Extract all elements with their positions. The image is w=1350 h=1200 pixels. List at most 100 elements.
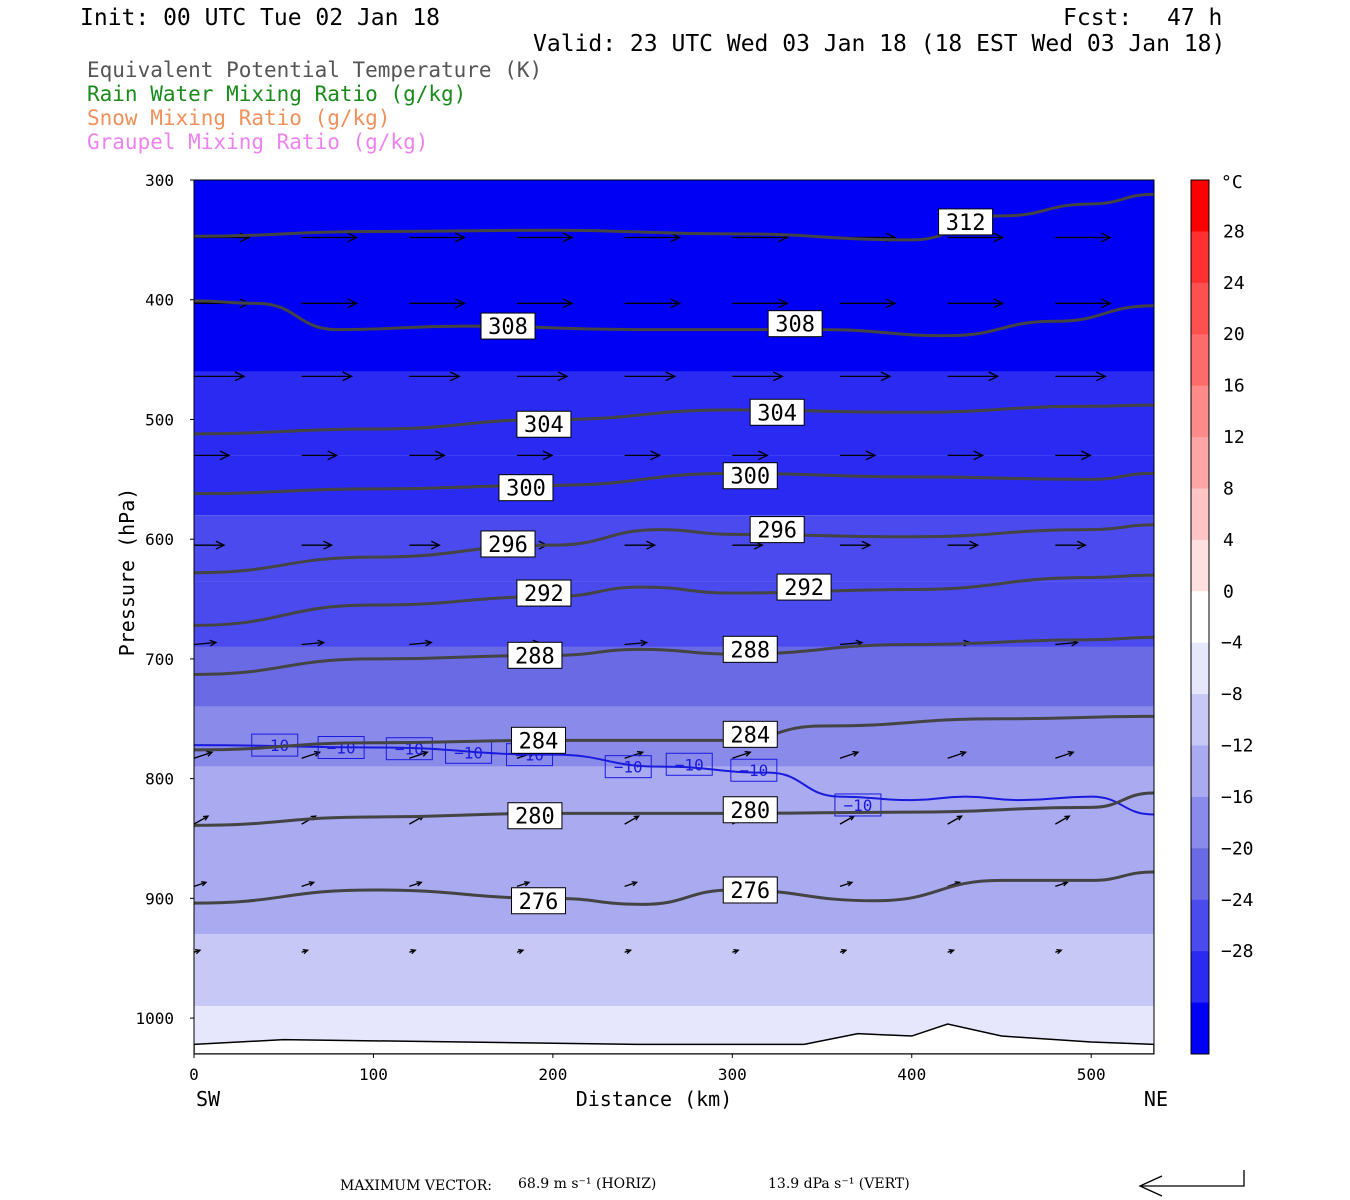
x-axis-title: Distance (km) [576, 1087, 733, 1111]
wind-vector [301, 751, 320, 759]
contour-label-box [516, 579, 572, 607]
isotherm-label-box [665, 752, 713, 776]
contour-label-308: 308 [488, 315, 528, 340]
plot-frame [193, 179, 1155, 1055]
wind-vector-head [234, 371, 246, 382]
contour-label-box [498, 474, 554, 502]
x-tick-label: 0 [189, 1065, 199, 1084]
wind-vector [193, 881, 207, 888]
wind-vector [839, 751, 859, 759]
wind-vector [732, 751, 751, 759]
colorbar-label: −4 [1221, 633, 1243, 654]
y-tick-label: 700 [145, 650, 174, 669]
wind-vector-head [517, 948, 525, 955]
wind-vector-head [523, 881, 531, 887]
wind-vector-head [313, 750, 322, 757]
theta-e-contour-296 [194, 523, 1154, 575]
wind-vector-head [840, 948, 848, 955]
wind-vector [409, 641, 432, 646]
contour-label-280: 280 [515, 805, 555, 830]
y-tick-label: 800 [145, 770, 174, 789]
wind-vector-head [758, 450, 769, 461]
wind-vector [193, 815, 209, 825]
wind-vector-head [625, 948, 633, 955]
contour-label-box [938, 208, 994, 236]
colorbar-segment [1191, 848, 1209, 901]
contour-label-box [749, 398, 805, 426]
contour-label-box [511, 726, 567, 754]
wind-vector-head [308, 881, 316, 887]
colorbar-unit: °C [1221, 172, 1243, 193]
temperature-band-9 [194, 934, 1154, 1007]
wind-vector-head [865, 450, 877, 461]
isotherm-line [194, 744, 1154, 816]
contour-label-288: 288 [730, 638, 770, 663]
colorbar-label: 0 [1223, 581, 1234, 602]
x-tick-label: 300 [718, 1065, 747, 1084]
theta-e-contour-280 [194, 791, 1154, 827]
wind-vector [839, 641, 863, 646]
legend-graupel: Graupel Mixing Ratio (g/kg) [87, 130, 429, 154]
wind-vector-head [988, 371, 1000, 382]
colorbar-label: 24 [1223, 273, 1245, 294]
isotherm-label-box [834, 793, 882, 817]
legend-theta-e: Equivalent Potential Temperature (K) [87, 58, 543, 82]
contour-label-box [749, 516, 805, 544]
wind-vector-head [670, 298, 682, 309]
colorbar-label: −16 [1221, 787, 1254, 808]
colorbar-label: −24 [1221, 890, 1254, 911]
reference-vector-arrow [1140, 1170, 1245, 1187]
contour-label-300: 300 [506, 477, 546, 502]
wind-vector [1055, 641, 1078, 646]
y-tick-label: 600 [145, 530, 174, 549]
colorbar-label: 28 [1223, 221, 1245, 242]
colorbar-segment [1191, 796, 1209, 849]
valid-time: Valid: 23 UTC Wed 03 Jan 18 (18 EST Wed … [533, 31, 1226, 57]
wind-vector-head [410, 948, 417, 955]
colorbar-segment [1191, 282, 1209, 335]
wind-vector [193, 641, 217, 646]
wind-vector-head [347, 298, 359, 309]
colorbar-label: 16 [1223, 376, 1245, 397]
wind-vector-head [202, 815, 210, 821]
contour-label-300: 300 [730, 465, 770, 490]
contour-label-box [776, 573, 832, 601]
isotherm-label-box [604, 755, 652, 779]
wind-vector [624, 815, 639, 825]
wind-vector-head [347, 232, 359, 243]
wind-vector-head [636, 750, 645, 757]
contour-label-292: 292 [524, 582, 564, 607]
wind-vector-head [956, 815, 963, 821]
isotherm-label-box [317, 736, 365, 760]
contour-label-box [722, 876, 778, 904]
temperature-band-4 [194, 581, 1154, 647]
wind-vector-head [342, 371, 354, 382]
wind-vector-head [633, 815, 640, 821]
colorbar-label: −28 [1221, 941, 1254, 962]
contour-label-box [507, 802, 563, 830]
wind-vector-head [959, 750, 968, 757]
temperature-band-5 [194, 646, 1154, 707]
wind-vector [624, 881, 637, 888]
colorbar-segment [1191, 488, 1209, 541]
wind-vector-head [557, 371, 569, 382]
colorbar-label: −8 [1221, 684, 1243, 705]
wind-vector-head [948, 948, 956, 955]
wind-vector-head [650, 450, 662, 461]
wind-vector-head [969, 540, 980, 550]
wind-vector-head [993, 232, 1005, 243]
forecast-hour: 47 h [1167, 5, 1223, 31]
wind-vector [1055, 751, 1074, 759]
colorbar-segment [1191, 231, 1209, 284]
wind-vector-head [421, 750, 429, 757]
colorbar-segment [1191, 180, 1209, 232]
wind-vector-head [424, 639, 433, 647]
wind-vector-head [1101, 232, 1112, 243]
contour-label-284: 284 [730, 723, 770, 748]
wind-vector-head [1101, 298, 1112, 309]
wind-vector-head [562, 298, 574, 309]
contour-label-304: 304 [757, 401, 797, 426]
contour-label-box [480, 530, 536, 558]
y-tick-label: 500 [145, 410, 174, 429]
wind-vector-head [455, 298, 466, 309]
